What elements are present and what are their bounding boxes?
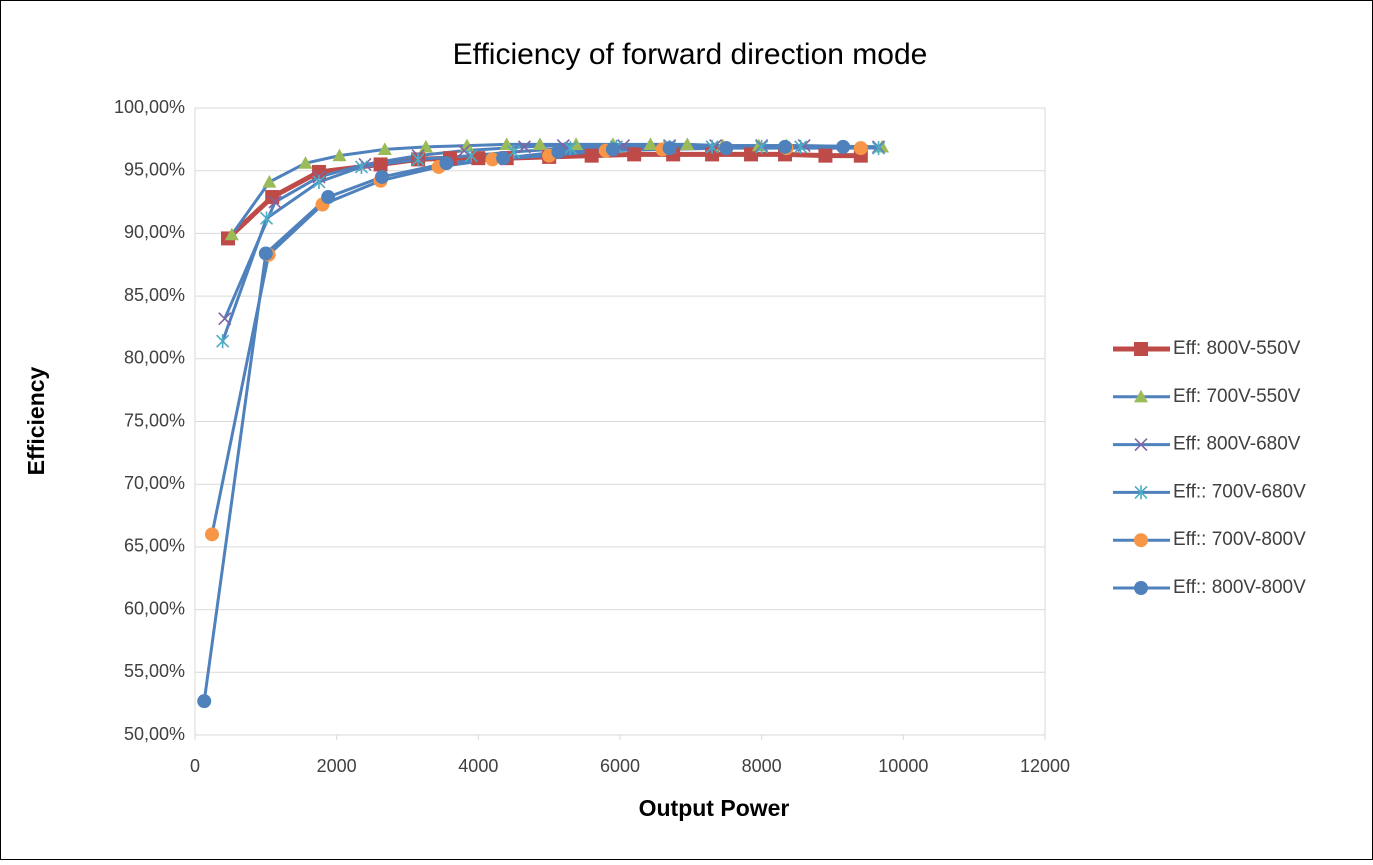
legend-label: Eff:: 700V-800V <box>1173 529 1306 550</box>
legend-marker <box>1134 533 1148 548</box>
marker <box>755 139 769 154</box>
marker <box>680 137 695 150</box>
legend-marker <box>1134 581 1148 595</box>
x-tick-label: 10000 <box>878 756 928 776</box>
marker <box>439 156 454 171</box>
marker <box>517 140 531 154</box>
marker <box>532 137 547 150</box>
marker <box>259 211 274 226</box>
marker <box>507 144 521 159</box>
marker <box>205 527 219 542</box>
legend-marker <box>1134 342 1148 356</box>
marker <box>627 147 642 162</box>
marker <box>643 137 658 150</box>
marker <box>496 151 511 166</box>
y-tick-label: 70,00% <box>124 473 185 493</box>
x-tick-label: 2000 <box>317 756 357 776</box>
marker <box>794 139 808 154</box>
legend-label: Eff:: 800V-800V <box>1173 577 1306 598</box>
marker <box>197 694 212 709</box>
marker <box>216 334 230 349</box>
marker <box>418 139 433 153</box>
marker <box>471 151 486 166</box>
marker <box>836 139 851 154</box>
marker <box>332 148 347 162</box>
marker <box>262 174 277 188</box>
x-tick-label: 12000 <box>1020 756 1070 776</box>
x-tick-label: 8000 <box>742 756 782 776</box>
x-tick-label: 4000 <box>458 756 498 776</box>
y-tick-label: 65,00% <box>124 536 185 556</box>
y-tick-label: 95,00% <box>124 159 185 179</box>
legend-marker <box>1134 485 1148 500</box>
marker <box>584 148 599 163</box>
y-tick-label: 80,00% <box>124 348 185 368</box>
marker <box>551 144 566 159</box>
marker <box>563 141 577 156</box>
marker <box>268 195 282 209</box>
marker <box>375 169 389 184</box>
y-axis-label: Efficiency <box>23 366 49 475</box>
legend-marker <box>1134 438 1148 452</box>
y-tick-label: 90,00% <box>124 222 185 242</box>
marker <box>373 157 388 172</box>
marker <box>705 139 719 154</box>
y-tick-label: 75,00% <box>124 410 185 430</box>
marker <box>218 312 232 326</box>
x-tick-label: 0 <box>190 756 200 776</box>
marker <box>377 142 392 155</box>
marker <box>460 138 474 152</box>
y-tick-label: 100,00% <box>114 97 185 117</box>
y-tick-label: 60,00% <box>124 598 185 618</box>
legend-label: Eff:: 700V-680V <box>1173 481 1306 502</box>
marker <box>778 139 793 154</box>
marker <box>485 152 500 167</box>
marker <box>321 190 336 205</box>
legend-label: Eff: 700V-550V <box>1173 386 1301 407</box>
chart-title: Efficiency of forward direction mode <box>453 38 928 71</box>
y-tick-label: 55,00% <box>124 661 185 681</box>
marker <box>312 174 326 189</box>
y-tick-label: 50,00% <box>124 724 185 744</box>
marker <box>464 148 478 163</box>
marker <box>662 141 677 156</box>
marker <box>354 159 369 174</box>
marker <box>605 142 620 157</box>
marker <box>457 144 471 158</box>
x-axis-label: Output Power <box>639 795 790 821</box>
legend-marker <box>1134 389 1148 403</box>
marker <box>871 141 886 156</box>
marker <box>499 137 514 150</box>
marker <box>719 141 734 156</box>
marker <box>411 152 425 167</box>
marker <box>258 246 273 261</box>
marker <box>265 190 280 205</box>
x-tick-label: 6000 <box>600 756 640 776</box>
legend-label: Eff: 800V-680V <box>1173 434 1301 455</box>
marker <box>818 148 833 163</box>
marker <box>311 164 326 179</box>
y-tick-label: 85,00% <box>124 285 185 305</box>
marker <box>224 227 239 241</box>
marker <box>298 156 313 169</box>
legend-label: Eff: 800V-550V <box>1173 338 1301 359</box>
marker <box>853 141 868 156</box>
